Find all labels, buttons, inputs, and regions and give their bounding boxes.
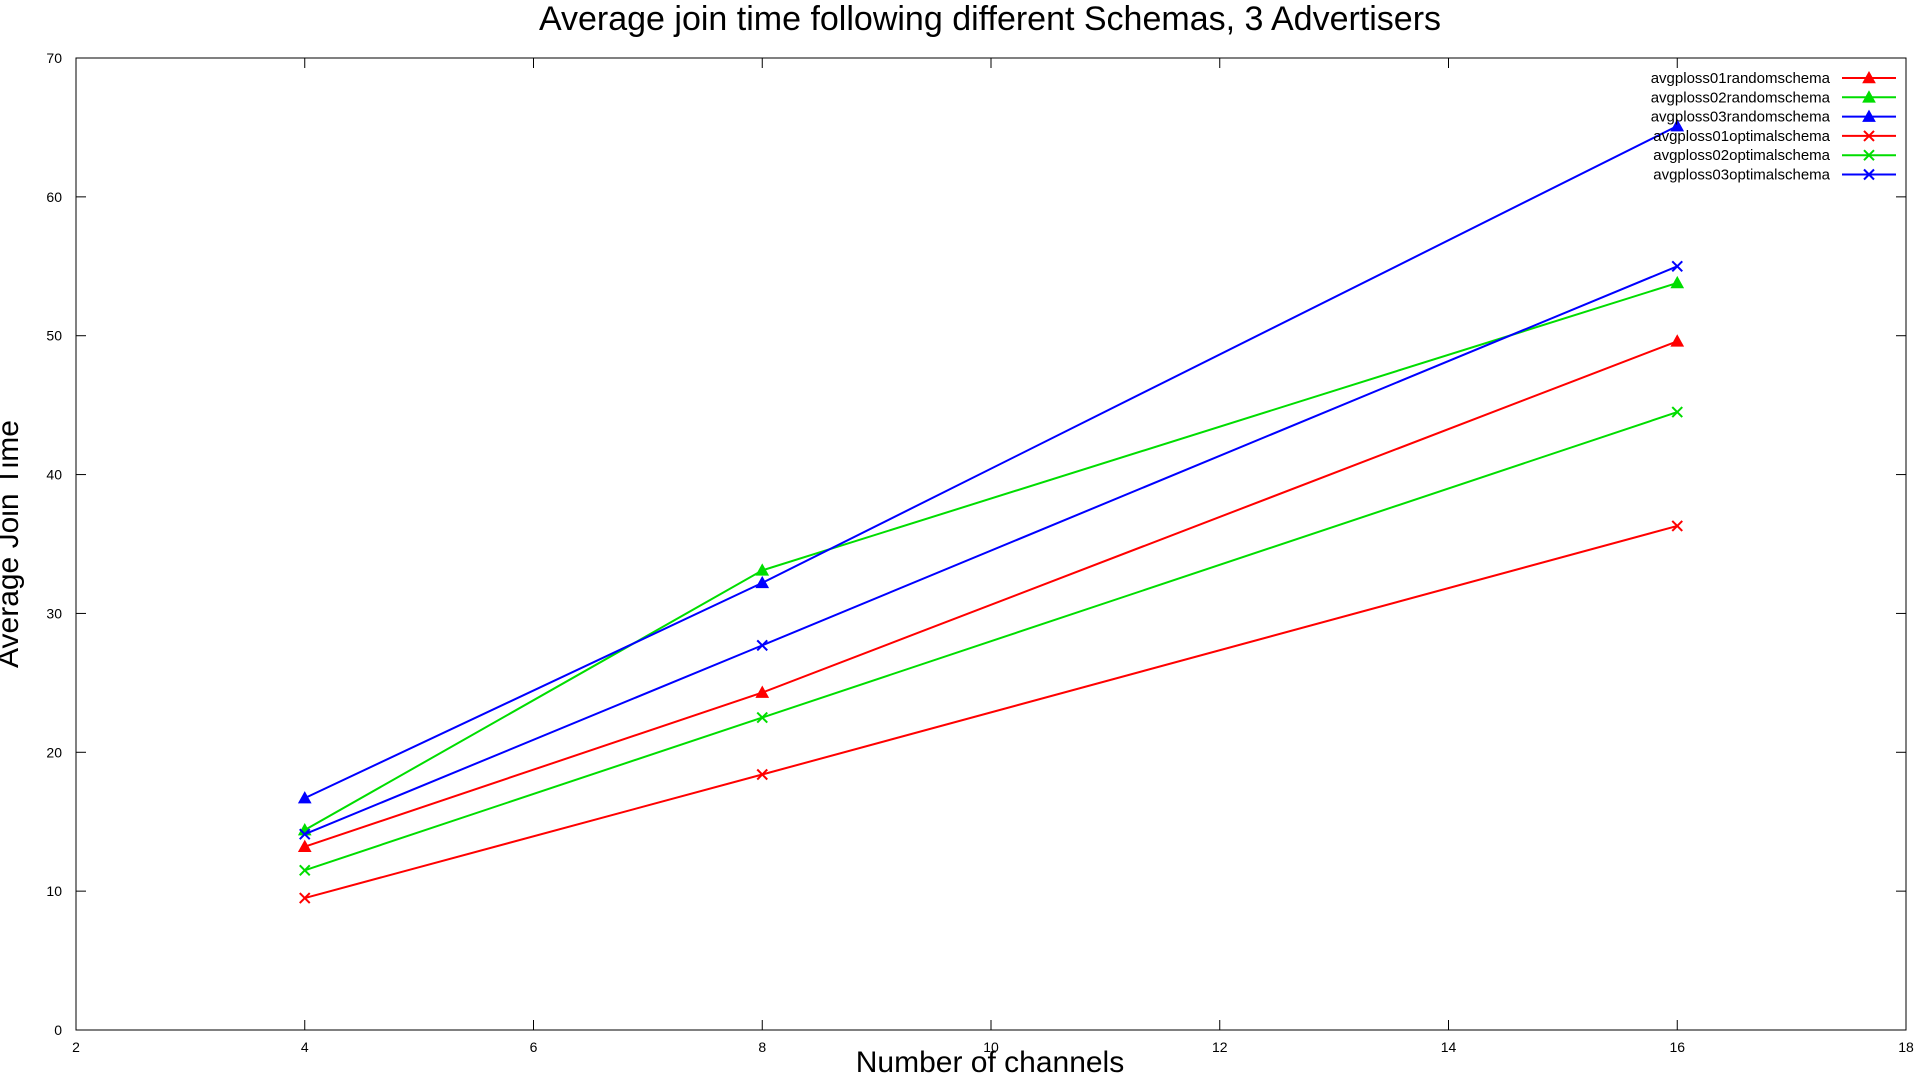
data-point	[755, 575, 770, 589]
plot-frame	[75, 57, 1907, 1031]
legend-marker	[1863, 168, 1875, 181]
data-point	[1670, 334, 1685, 347]
chart-title: Average join time following different Sc…	[539, 0, 1441, 38]
series-avgploss03optimalschema	[299, 260, 1683, 840]
legend-label: avgploss02optimalschema	[1653, 147, 1830, 164]
y-tick-label: 70	[46, 50, 62, 66]
data-point	[297, 791, 312, 804]
legend-label: avgploss03optimalschema	[1653, 167, 1830, 184]
data-point	[756, 711, 768, 724]
data-point	[1671, 260, 1683, 272]
x-tick-label: 18	[1898, 1039, 1914, 1055]
legend-label: avgploss01optimalschema	[1653, 128, 1830, 145]
data-point	[756, 639, 768, 652]
data-point	[299, 828, 311, 840]
y-tick-label: 20	[46, 744, 62, 760]
data-point	[299, 892, 311, 904]
x-tick-label: 4	[301, 1039, 309, 1055]
x-tick-label: 12	[1212, 1039, 1228, 1055]
x-tick-label: 10	[983, 1039, 999, 1055]
legend-label: avgploss02randomschema	[1651, 89, 1831, 106]
y-tick-label: 40	[46, 467, 62, 483]
series-layer	[297, 119, 1685, 904]
series-line	[304, 265, 1678, 836]
legend-item: avgploss02randomschema	[1651, 89, 1896, 106]
data-point	[1671, 520, 1683, 532]
legend-item: avgploss02optimalschema	[1653, 147, 1896, 164]
x-tick-label: 16	[1669, 1039, 1685, 1055]
series-line	[304, 125, 1678, 800]
y-axis-label: Average Join Time	[0, 420, 25, 668]
x-tick-label: 6	[530, 1039, 538, 1055]
legend-marker	[1863, 149, 1875, 161]
y-axis: 0 10 20 30 40 50 60 70	[46, 50, 1906, 1038]
data-point	[1670, 119, 1685, 132]
legend-marker	[1863, 130, 1875, 142]
legend-item: avgploss03randomschema	[1651, 109, 1896, 126]
y-tick-label: 60	[46, 189, 62, 205]
series-line	[304, 281, 1678, 831]
series-avgploss01optimalschema	[299, 520, 1683, 904]
x-tick-label: 8	[758, 1039, 766, 1055]
legend-label: avgploss01randomschema	[1651, 70, 1831, 87]
x-axis: 2 4 6 8 10 12 14 16 18	[72, 58, 1914, 1055]
series-avgploss03randomschema	[297, 119, 1685, 804]
legend-item: avgploss03optimalschema	[1653, 167, 1896, 184]
series-line	[304, 340, 1678, 848]
legend: avgploss01randomschema avgploss02randomsc…	[1651, 70, 1896, 184]
x-tick-label: 2	[72, 1039, 80, 1055]
data-point	[1671, 406, 1683, 418]
series-line	[304, 524, 1678, 900]
legend-marker	[1862, 90, 1876, 103]
x-tick-label: 14	[1441, 1039, 1457, 1055]
x-axis-label: Number of channels	[856, 1046, 1124, 1079]
series-avgploss01randomschema	[297, 334, 1685, 853]
data-point	[299, 864, 311, 877]
legend-item: avgploss01randomschema	[1651, 70, 1896, 87]
legend-label: avgploss03randomschema	[1651, 109, 1831, 126]
y-tick-label: 0	[54, 1022, 62, 1038]
data-point	[756, 768, 768, 781]
y-tick-label: 50	[46, 328, 62, 344]
y-tick-label: 10	[46, 883, 62, 899]
y-tick-label: 30	[46, 605, 62, 621]
data-point	[297, 839, 312, 853]
data-point	[755, 563, 770, 576]
series-avgploss02optimalschema	[299, 406, 1683, 877]
data-point	[755, 685, 770, 698]
data-point	[1670, 275, 1685, 289]
legend-item: avgploss01optimalschema	[1653, 128, 1896, 145]
series-line	[304, 411, 1678, 872]
legend-marker	[1862, 109, 1876, 122]
legend-marker	[1862, 70, 1876, 84]
